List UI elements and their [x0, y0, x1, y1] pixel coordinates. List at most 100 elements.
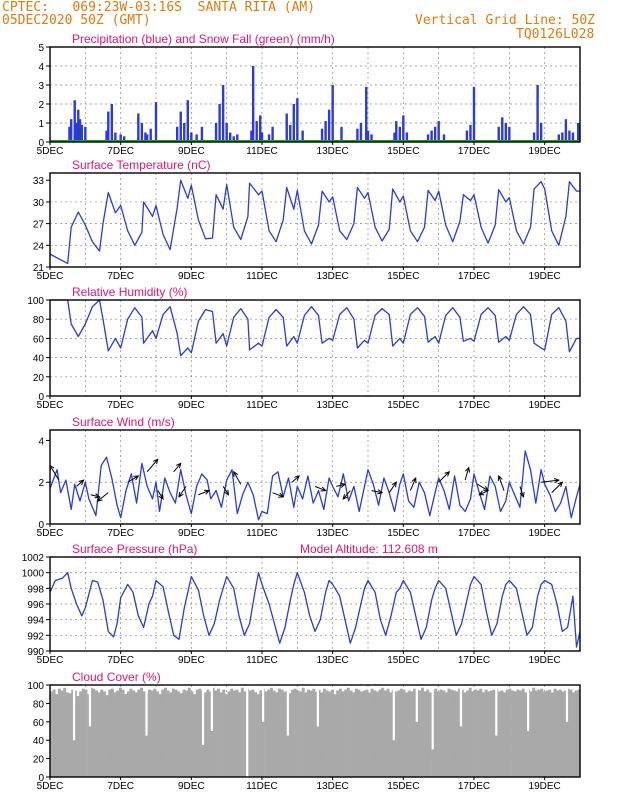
cloud-bar: [235, 689, 239, 777]
panel-frame: [49, 46, 581, 143]
cloud-bar: [57, 688, 61, 777]
cloud-bar: [410, 691, 414, 777]
cloud-bar: [169, 692, 173, 777]
panel-frame: [49, 299, 581, 397]
panel-humidity: 0 20 40 60 80 100 5DEC 7DEC 9DEC 11DEC 13DEC 15DEC 1…: [27, 285, 581, 411]
wind-arrow-shaft: [198, 490, 210, 496]
cloud-bar: [468, 687, 472, 777]
wind-arrow-head: [78, 479, 85, 485]
y-tick-label: 5: [38, 43, 44, 54]
wind-arrow-head: [233, 470, 239, 477]
cloud-bar: [524, 692, 528, 777]
cloud-bar: [561, 691, 565, 777]
precip-bar: [70, 119, 73, 142]
cloud-bar: [171, 688, 175, 777]
cloud-bar: [577, 689, 581, 777]
precip-bar: [221, 85, 225, 142]
cloud-bar: [505, 689, 509, 777]
precip-bar: [84, 126, 87, 142]
x-tick-label: 9DEC: [178, 781, 205, 792]
panel-temperature: 21 24 27 30 33 5DEC 7DEC 9DEC 11DEC 13DEC 15DEC 17D…: [33, 158, 581, 282]
precip-bar: [119, 134, 122, 142]
y-tick-label: 20: [33, 755, 45, 766]
precip-bar: [356, 128, 359, 142]
cloud-bar: [254, 692, 257, 777]
cloud-bar: [84, 689, 88, 777]
precip-bar: [331, 85, 334, 142]
cloud-bar: [566, 688, 570, 777]
cloud-bar: [79, 691, 83, 777]
cloud-bar: [76, 696, 80, 777]
cloud-bar: [360, 691, 363, 777]
cloud-bar: [97, 692, 101, 777]
x-tick-label: 9DEC: [178, 655, 205, 666]
precip-bar: [393, 132, 396, 142]
wind-arrow-shaft: [146, 458, 159, 473]
cloud-bar: [100, 689, 104, 777]
cloud-bar: [296, 690, 300, 777]
wind-arrow-shaft: [438, 471, 450, 483]
x-tick-label: 9DEC: [178, 400, 205, 411]
cloud-bar: [434, 688, 438, 777]
cloud-bar: [513, 691, 517, 777]
cloud-bar: [450, 689, 454, 777]
precip-bar: [78, 119, 82, 142]
cloud-bar: [291, 689, 295, 777]
precip-bar: [366, 130, 370, 142]
x-tick-label: 11DEC: [246, 781, 278, 792]
cloud-bar: [73, 690, 77, 777]
cloud-bar: [232, 690, 236, 777]
cloud-bar: [357, 689, 361, 777]
cloud-gap: [210, 685, 213, 731]
precip-bar: [365, 86, 368, 142]
cloud-bar: [182, 689, 186, 777]
cloud-bar: [216, 688, 220, 777]
cloud-bar: [550, 692, 554, 777]
cloud-bar: [497, 691, 501, 777]
cloud-bar: [251, 689, 255, 777]
cloud-bar: [508, 688, 512, 777]
cloud-gap: [392, 685, 395, 741]
wind-arrow-head: [223, 489, 230, 496]
precip-bar: [405, 132, 409, 142]
cloud-bar: [421, 687, 424, 777]
cloud-bar: [177, 691, 181, 777]
precip-bar: [110, 104, 114, 142]
y-tick-label: 992: [27, 631, 44, 642]
precip-bar: [577, 123, 580, 142]
panel-title: Surface Pressure (hPa): [72, 542, 197, 556]
wind-arrow-head: [377, 489, 384, 495]
x-tick-label: 17DEC: [458, 781, 490, 792]
x-tick-label: 13DEC: [317, 400, 349, 411]
x-tick-label: 7DEC: [107, 655, 134, 666]
cloud-bar: [322, 688, 326, 777]
cloud-bar: [264, 691, 268, 777]
cloud-bar: [293, 688, 297, 777]
cloud-bar: [317, 689, 321, 777]
x-tick-label: 15DEC: [387, 146, 419, 157]
panel-title: Cloud Cover (%): [72, 670, 161, 684]
wind-arrow-head: [294, 475, 300, 481]
cloud-bar: [492, 689, 496, 777]
cloud-bar: [304, 692, 308, 777]
cloud-bar: [198, 688, 202, 777]
x-tick-label: 19DEC: [529, 400, 561, 411]
x-tick-label: 7DEC: [107, 146, 134, 157]
x-tick-label: 11DEC: [246, 271, 278, 282]
cloud-bar: [55, 694, 59, 777]
cloud-bar: [259, 690, 263, 777]
y-tick-label: 998: [27, 584, 44, 595]
cloud-bar: [354, 688, 358, 777]
panel-frame: [49, 429, 581, 525]
wind-arrow-shaft: [291, 475, 300, 483]
precip-bar: [225, 123, 228, 142]
x-tick-label: 15DEC: [387, 528, 419, 539]
cloud-bar: [156, 691, 159, 777]
cloud-bar: [373, 690, 377, 777]
y-tick-label: 60: [33, 334, 45, 345]
cloud-bar: [381, 687, 385, 777]
precip-bar: [251, 66, 255, 142]
cloud-gap: [316, 685, 319, 727]
cloud-bar: [542, 691, 546, 777]
wind-arrow-shaft: [127, 475, 139, 483]
